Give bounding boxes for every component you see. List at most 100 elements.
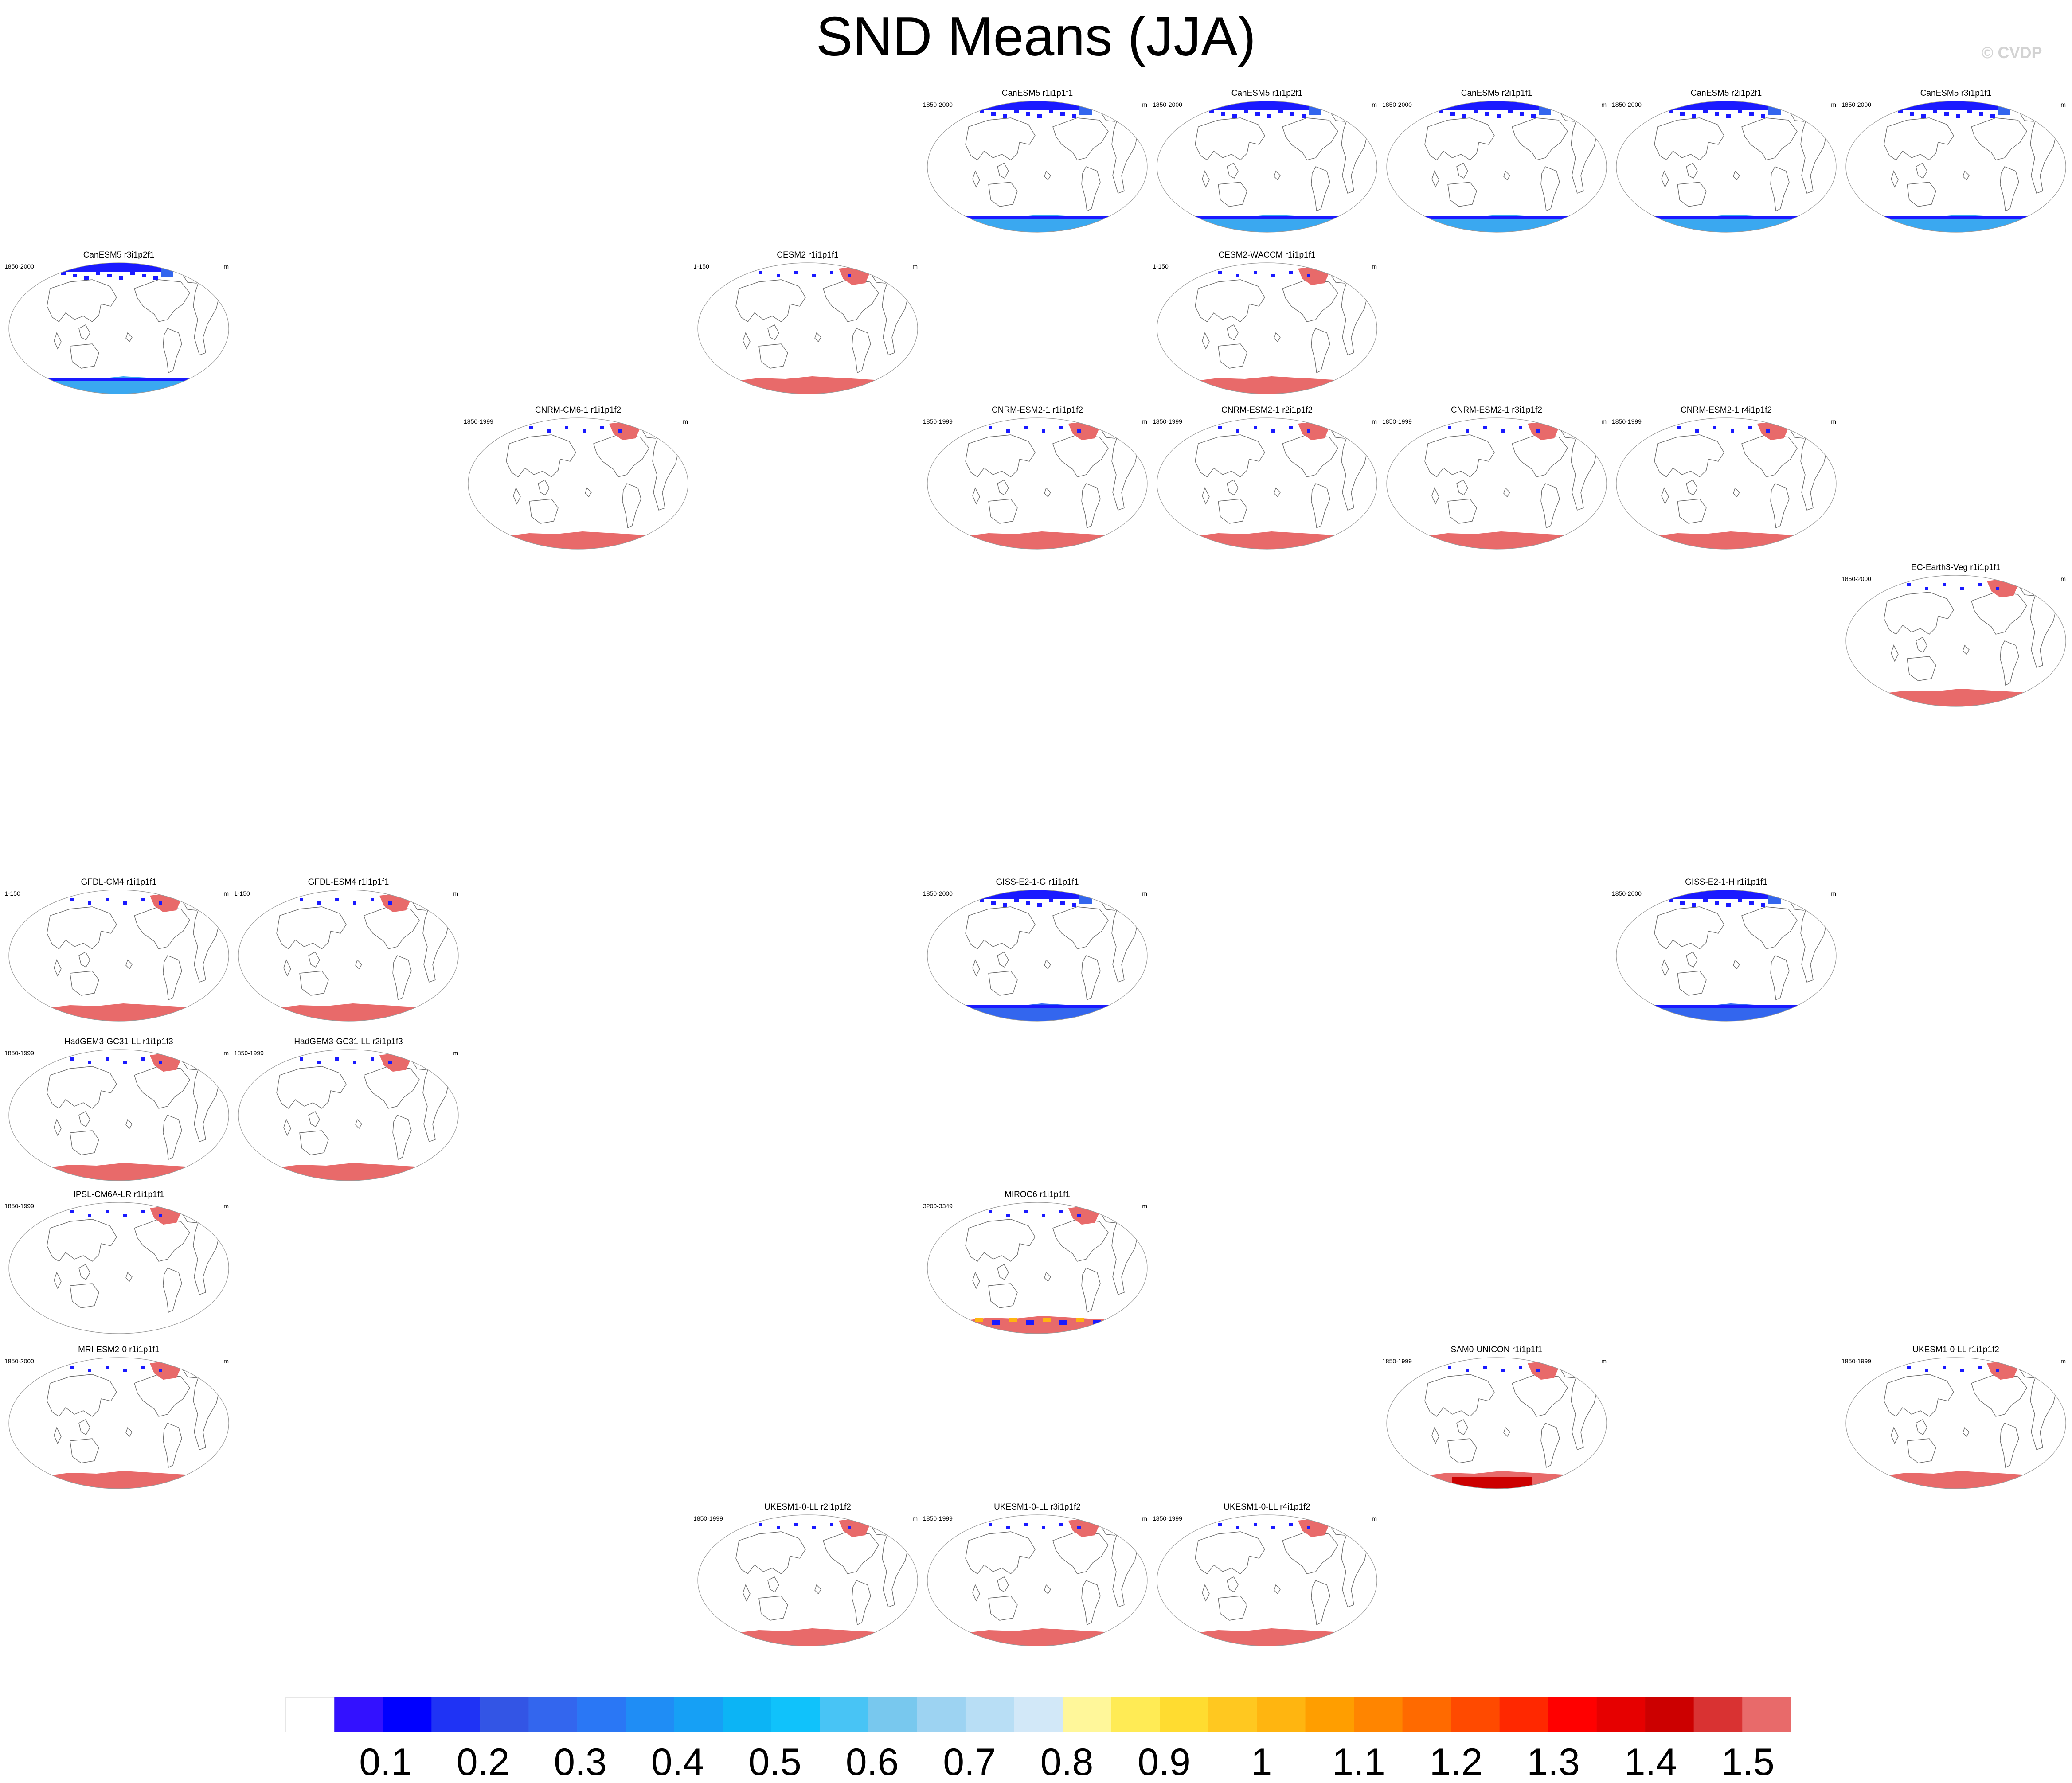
coastline xyxy=(972,1272,980,1289)
snow-pixel xyxy=(1049,899,1053,902)
colorbar-box xyxy=(626,1697,675,1732)
coastline xyxy=(538,480,550,495)
colorbar-tick-label: 0.3 xyxy=(554,1741,607,1783)
map-outline xyxy=(1616,890,1837,1022)
map-outline xyxy=(1845,101,2066,233)
map-panel: CanESM5 r1i1p2f1 1850-2000 m xyxy=(1153,87,1381,233)
panel-title: CNRM-ESM2-1 r1i1p1f2 xyxy=(992,406,1083,415)
snow-pixel xyxy=(989,426,992,429)
snow-pixel xyxy=(1209,110,1214,113)
coastline xyxy=(2019,109,2041,122)
coastline xyxy=(1503,170,1510,181)
coastline xyxy=(1891,644,1899,662)
coastline xyxy=(1101,109,1122,122)
coastline xyxy=(1202,170,1210,188)
snow-pixel xyxy=(1910,112,1914,116)
coastline xyxy=(1311,328,1330,374)
panel-units: m xyxy=(912,263,918,270)
snow-pixel xyxy=(547,429,551,433)
coastline xyxy=(1111,433,1139,511)
coastline xyxy=(1341,433,1368,511)
arctic-snow xyxy=(150,1205,181,1225)
colorbar-box xyxy=(723,1697,772,1732)
map-outline xyxy=(927,1514,1148,1646)
snow-pixel xyxy=(141,1366,145,1369)
coastline xyxy=(1907,1438,1936,1463)
coastline xyxy=(1571,117,1598,194)
map-outline xyxy=(8,1202,229,1334)
coastline xyxy=(735,279,806,322)
coastline xyxy=(2000,1423,2019,1468)
coastline xyxy=(364,1066,420,1109)
coastline xyxy=(193,1065,220,1142)
panel-period: 1850-2000 xyxy=(1841,575,1871,582)
snow-pixel xyxy=(1290,112,1294,116)
colorbar-box xyxy=(868,1697,917,1732)
coastline xyxy=(70,1130,99,1155)
snow-pixel xyxy=(1003,114,1007,118)
snow-pixel xyxy=(141,1210,145,1213)
coastline xyxy=(2000,166,2019,212)
arctic-snow xyxy=(150,893,181,912)
snow-pixel xyxy=(1695,429,1699,433)
coastline xyxy=(2030,117,2057,194)
coastline xyxy=(125,959,133,970)
snow-pixel xyxy=(1221,112,1225,116)
colorbar-box xyxy=(334,1697,383,1732)
snow-pixel xyxy=(1960,1369,1964,1372)
coastline xyxy=(1274,332,1281,343)
coastline xyxy=(78,324,90,340)
arctic-snow xyxy=(1666,890,1777,899)
snow-pixel xyxy=(1060,112,1065,116)
map-svg xyxy=(697,1514,918,1646)
panel-period: 1850-1999 xyxy=(4,1202,34,1209)
antarctic-snow xyxy=(962,531,1113,549)
coastline xyxy=(1456,163,1468,179)
coastline xyxy=(283,1119,291,1136)
colorbar-tick-label: 1.1 xyxy=(1332,1741,1385,1783)
coastline xyxy=(1341,278,1368,355)
snow-pixel xyxy=(335,1057,339,1061)
snow-pixel xyxy=(1501,429,1505,433)
antarctic-snow xyxy=(1192,376,1342,394)
coastline xyxy=(1512,1374,1568,1417)
panel-units: m xyxy=(1831,101,1836,108)
arctic-snow xyxy=(150,1360,181,1380)
snow-pixel xyxy=(1254,271,1257,274)
coastline xyxy=(1571,1373,1598,1450)
snow-pixel xyxy=(989,1210,992,1213)
coastline xyxy=(1447,182,1477,207)
coastline xyxy=(134,279,190,322)
snow-pixel xyxy=(106,1057,109,1061)
panel-period: 1-150 xyxy=(1153,263,1169,270)
map-panel: GISS-E2-1-G r1i1p1f1 1850-2000 m xyxy=(923,876,1152,1022)
coastline xyxy=(1512,434,1568,477)
coastline xyxy=(78,952,90,968)
map-svg xyxy=(1157,417,1377,550)
arctic-snow xyxy=(1079,894,1092,904)
snow-pixel xyxy=(1738,899,1742,902)
coastline xyxy=(1330,109,1352,122)
coastline xyxy=(1274,1584,1281,1595)
panel-title: CanESM5 r3i1p2f1 xyxy=(83,250,155,260)
coastline xyxy=(852,1580,871,1626)
snow-pixel xyxy=(1680,901,1685,905)
snow-pixel xyxy=(159,1369,162,1372)
snow-pixel xyxy=(1925,1369,1928,1372)
coastline xyxy=(54,959,62,977)
snow-pixel xyxy=(1749,112,1754,116)
map-outline xyxy=(8,1049,229,1181)
map-outline xyxy=(1386,417,1607,550)
panel-title: GFDL-ESM4 r1i1p1f1 xyxy=(308,878,389,887)
snow-pixel xyxy=(1042,1526,1045,1529)
coastline xyxy=(182,1211,204,1223)
snow-pixel xyxy=(1059,1320,1067,1325)
snow-pixel xyxy=(1307,1526,1310,1529)
snow-pixel xyxy=(1236,274,1239,277)
panel-title: EC-Earth3-Veg r1i1p1f1 xyxy=(1911,563,2001,572)
coastline xyxy=(972,487,980,505)
coastline xyxy=(1963,170,1970,181)
colorbar-box xyxy=(771,1697,820,1732)
snow-pixel xyxy=(1501,1369,1505,1372)
coastline xyxy=(1677,971,1707,996)
